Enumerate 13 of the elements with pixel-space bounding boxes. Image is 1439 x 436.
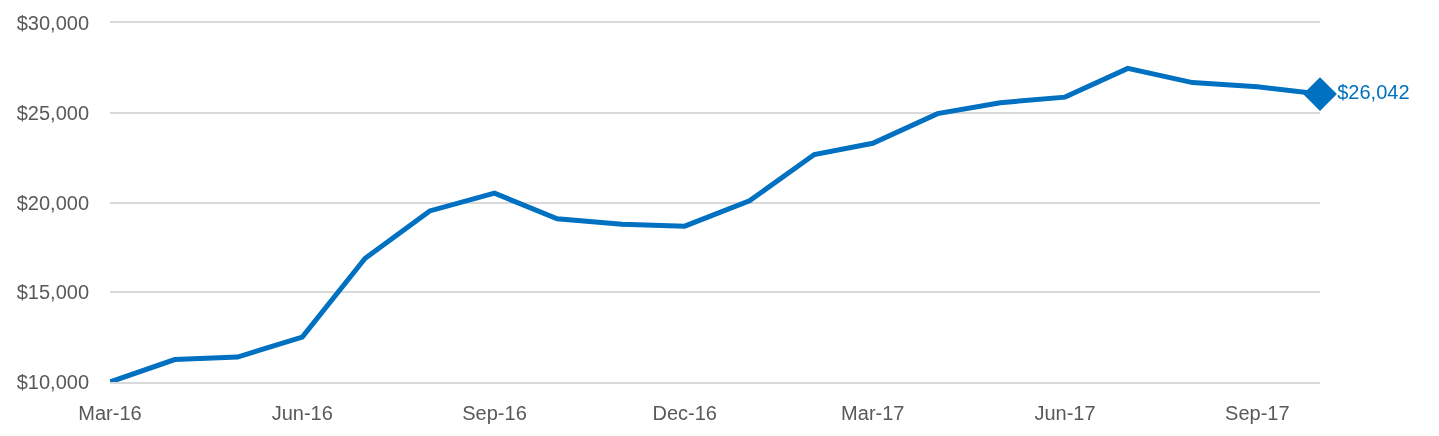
x-tick-label: Sep-16 [462, 402, 527, 424]
y-tick-label: $20,000 [16, 191, 89, 214]
x-tick-label: Mar-17 [841, 402, 905, 424]
x-tick-label: Jun-17 [1034, 402, 1096, 424]
x-tick-label: Mar-16 [78, 402, 142, 424]
y-tick-label: $25,000 [16, 101, 89, 124]
y-tick-label: $10,000 [16, 371, 89, 393]
x-tick-label: Jun-16 [271, 402, 333, 424]
y-tick-label: $30,000 [16, 12, 89, 34]
x-tick-label: Dec-16 [652, 402, 717, 424]
y-tick-label: $15,000 [16, 281, 89, 304]
x-tick-label: Sep-17 [1225, 402, 1290, 424]
data-label: $26,042 [1337, 81, 1410, 104]
